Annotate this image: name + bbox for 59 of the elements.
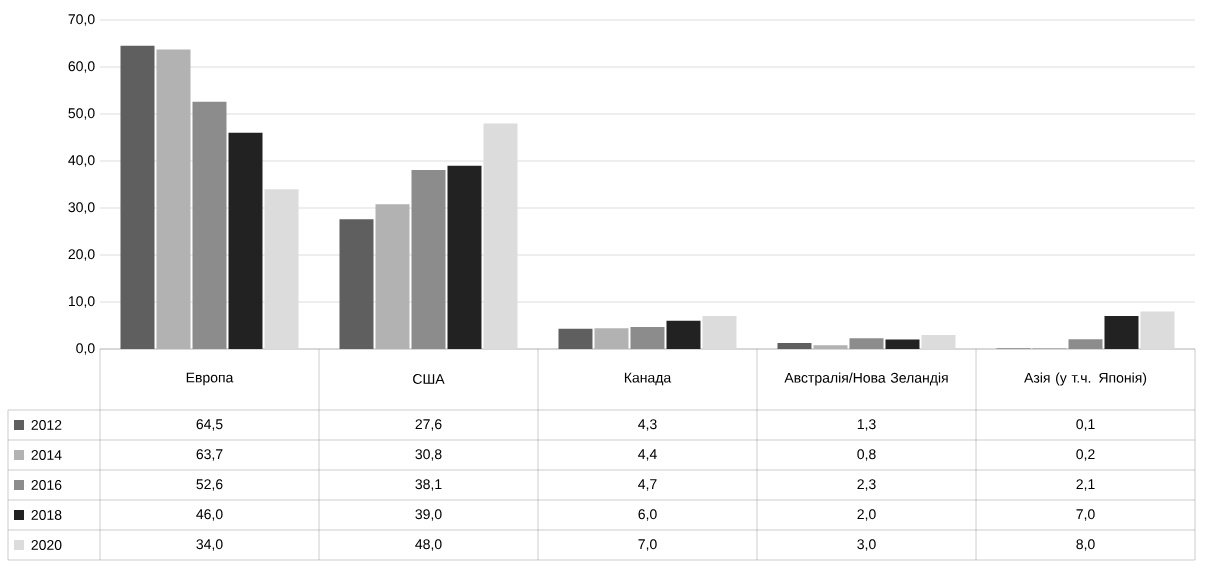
y-tick-label: 0,0: [76, 343, 95, 355]
data-label: 4,4: [638, 449, 657, 461]
y-tick-label: 10,0: [68, 296, 95, 308]
legend-label: 2014: [31, 450, 62, 460]
bar: [885, 339, 920, 349]
bar: [228, 132, 263, 349]
bar: [1140, 311, 1175, 349]
data-label: 2,1: [1076, 479, 1095, 491]
data-label: 38,1: [415, 479, 442, 491]
y-tick-label: 50,0: [68, 108, 95, 120]
data-label: 4,3: [638, 419, 657, 431]
x-tick-label: Австралія/Нова Зеландія: [784, 372, 948, 386]
bar: [777, 342, 812, 349]
data-label: 1,3: [857, 419, 876, 431]
data-label: 27,6: [415, 419, 442, 431]
y-tick-label: 40,0: [68, 155, 95, 167]
data-label: 0,2: [1076, 449, 1095, 461]
data-label: 46,0: [196, 509, 223, 521]
data-label: 7,0: [638, 539, 657, 551]
x-tick-label: Европа: [186, 372, 234, 386]
data-label: 3,0: [857, 539, 876, 551]
bar: [813, 345, 848, 349]
data-label: 39,0: [415, 509, 442, 521]
bar: [558, 328, 593, 349]
x-tick-label: США: [413, 374, 445, 384]
data-label: 6,0: [638, 509, 657, 521]
y-tick-label: 70,0: [68, 14, 95, 26]
data-label: 2,3: [857, 479, 876, 491]
legend-label: 2012: [31, 420, 62, 430]
data-label: 2,0: [857, 509, 876, 521]
data-label: 8,0: [1076, 539, 1095, 551]
bar: [921, 334, 956, 349]
data-label: 64,5: [196, 419, 223, 431]
bar: [594, 328, 629, 349]
data-label: 52,6: [196, 479, 223, 491]
bar: [339, 219, 374, 349]
legend-label: 2018: [31, 510, 62, 520]
legend-label: 2020: [31, 540, 62, 550]
bar: [702, 316, 737, 349]
bar: [1104, 316, 1139, 349]
data-label: 63,7: [196, 449, 223, 461]
bar: [120, 45, 155, 349]
y-tick-label: 30,0: [68, 202, 95, 214]
data-label: 0,8: [857, 449, 876, 461]
legend-label: 2016: [31, 480, 62, 490]
y-tick-label: 20,0: [68, 249, 95, 261]
y-tick-label: 60,0: [68, 61, 95, 73]
x-tick-label: Канада: [624, 372, 672, 386]
bar: [483, 123, 518, 349]
data-label: 48,0: [415, 539, 442, 551]
data-label: 7,0: [1076, 509, 1095, 521]
data-label: 0,1: [1076, 419, 1095, 431]
bar: [666, 320, 701, 349]
bar: [447, 165, 482, 349]
data-label: 34,0: [196, 539, 223, 551]
x-tick-label: Азія (у т.ч. Японія): [1024, 372, 1147, 386]
data-label: 4,7: [638, 479, 657, 491]
bar: [264, 189, 299, 349]
data-label: 30,8: [415, 449, 442, 461]
